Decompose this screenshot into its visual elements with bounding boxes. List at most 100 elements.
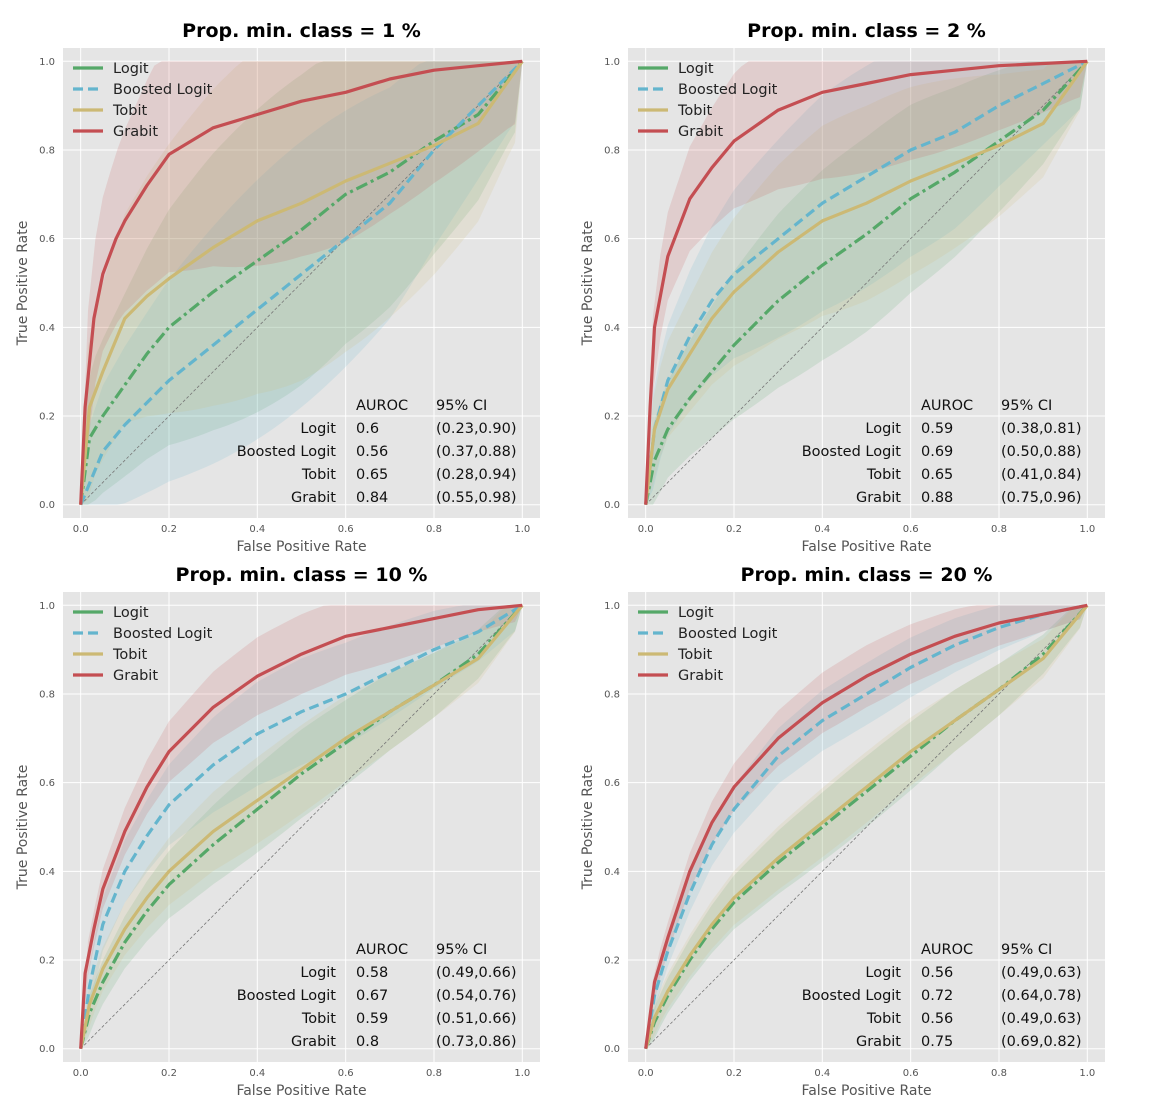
table-ci-value: (0.75,0.96) [1001, 490, 1082, 506]
ci-band-tobit [645, 605, 1088, 1049]
legend-label: Tobit [112, 647, 147, 663]
legend-label: Boosted Logit [678, 626, 778, 642]
x-tick-label: 0.8 [426, 524, 442, 535]
table-auroc-value: 0.84 [356, 490, 388, 506]
y-tick-label: 0.4 [604, 323, 620, 334]
y-tick-label: 0.6 [39, 234, 55, 245]
x-tick-label: 0.4 [814, 1068, 830, 1079]
y-tick-label: 0.8 [39, 689, 55, 700]
x-tick-label: 0.2 [161, 524, 177, 535]
x-tick-label: 0.8 [991, 1068, 1007, 1079]
table-auroc-value: 0.75 [921, 1034, 953, 1050]
y-tick-label: 1.0 [604, 601, 620, 612]
series-line-tobit [644, 60, 1089, 505]
series-line-boosted-logit [644, 603, 1088, 1049]
table-model-label: Tobit [301, 467, 336, 483]
table-model-label: Tobit [301, 1011, 336, 1027]
x-tick-label: 1.0 [1079, 1068, 1095, 1079]
series-line-tobit [79, 604, 524, 1050]
table-auroc-value: 0.65 [356, 467, 388, 483]
y-tick-label: 0.0 [39, 500, 55, 511]
table-header-auroc: AUROC [356, 398, 408, 414]
series-line-grabit [79, 59, 523, 505]
legend-label: Grabit [113, 124, 158, 140]
x-tick-label: 1.0 [514, 1068, 530, 1079]
x-tick-label: 0.6 [338, 524, 354, 535]
ci-band-boosted-logit [80, 605, 523, 1049]
y-tick-label: 0.2 [604, 956, 620, 967]
legend-label: Logit [113, 61, 149, 77]
y-tick-label: 1.0 [604, 57, 620, 68]
table-ci-value: (0.38,0.81) [1001, 421, 1082, 437]
x-tick-label: 0.8 [991, 524, 1007, 535]
y-tick-label: 0.2 [39, 956, 55, 967]
legend-label: Logit [678, 61, 714, 77]
y-axis-label: True Positive Rate [15, 765, 31, 891]
x-tick-label: 0.4 [249, 1068, 265, 1079]
table-header-ci: 95% CI [1001, 398, 1052, 414]
legend-label: Grabit [113, 668, 158, 684]
roc-panel-3: 0.0 0.0 0.2 0.2 0.4 0.4 0.6 0.6 0.8 0.8 1.0 1.0 Logi… [15, 564, 540, 1099]
y-tick-label: 0.8 [39, 145, 55, 156]
x-tick-label: 0.0 [73, 524, 89, 535]
table-header-ci: 95% CI [436, 942, 487, 958]
y-tick-label: 1.0 [39, 57, 55, 68]
table-ci-value: (0.37,0.88) [436, 444, 517, 460]
table-auroc-value: 0.59 [921, 421, 953, 437]
series-line-logit [644, 604, 1089, 1050]
x-tick-label: 0.0 [73, 1068, 89, 1079]
chart-title: Prop. min. class = 10 % [176, 564, 428, 586]
table-ci-value: (0.23,0.90) [436, 421, 517, 437]
ci-band-grabit [645, 605, 1088, 1049]
table-auroc-value: 0.65 [921, 467, 953, 483]
x-tick-label: 0.8 [426, 1068, 442, 1079]
table-auroc-value: 0.88 [921, 490, 953, 506]
table-ci-value: (0.41,0.84) [1001, 467, 1082, 483]
series-line-tobit [79, 60, 524, 505]
table-model-label: Boosted Logit [802, 988, 902, 1004]
table-auroc-value: 0.6 [356, 421, 379, 437]
series-line-logit [79, 60, 524, 505]
table-ci-value: (0.49,0.66) [436, 965, 517, 981]
x-axis-label: False Positive Rate [801, 539, 931, 555]
x-tick-label: 0.6 [338, 1068, 354, 1079]
table-ci-value: (0.49,0.63) [1001, 1011, 1082, 1027]
y-tick-label: 0.0 [39, 1044, 55, 1055]
y-tick-label: 0.4 [39, 323, 55, 334]
x-tick-label: 0.0 [638, 524, 654, 535]
x-tick-label: 0.2 [726, 524, 742, 535]
x-tick-label: 0.6 [903, 524, 919, 535]
y-axis-label: True Positive Rate [580, 221, 596, 347]
y-tick-label: 0.8 [604, 145, 620, 156]
y-tick-label: 1.0 [39, 601, 55, 612]
table-auroc-value: 0.56 [921, 1011, 953, 1027]
legend-label: Boosted Logit [678, 82, 778, 98]
table-model-label: Grabit [291, 490, 336, 506]
y-tick-label: 0.4 [604, 867, 620, 878]
table-header-ci: 95% CI [1001, 942, 1052, 958]
y-tick-label: 0.0 [604, 500, 620, 511]
table-auroc-value: 0.56 [921, 965, 953, 981]
series-line-boosted-logit [644, 59, 1089, 505]
table-header-auroc: AUROC [921, 942, 973, 958]
table-ci-value: (0.69,0.82) [1001, 1034, 1082, 1050]
x-tick-label: 0.2 [726, 1068, 742, 1079]
legend-label: Logit [113, 605, 149, 621]
table-header-auroc: AUROC [356, 942, 408, 958]
y-tick-label: 0.2 [604, 412, 620, 423]
x-axis-label: False Positive Rate [236, 539, 366, 555]
y-tick-label: 0.4 [39, 867, 55, 878]
y-tick-label: 0.6 [39, 778, 55, 789]
table-ci-value: (0.51,0.66) [436, 1011, 517, 1027]
table-model-label: Boosted Logit [802, 444, 902, 460]
table-header-ci: 95% CI [436, 398, 487, 414]
diagonal-reference-line [645, 61, 1088, 505]
x-tick-label: 1.0 [514, 524, 530, 535]
legend-label: Boosted Logit [113, 82, 213, 98]
x-tick-label: 0.4 [814, 524, 830, 535]
roc-panel-1: 0.0 0.0 0.2 0.2 0.4 0.4 0.6 0.6 0.8 0.8 1.0 1.0 Logi… [15, 20, 540, 555]
roc-panel-4: 0.0 0.0 0.2 0.2 0.4 0.4 0.6 0.6 0.8 0.8 1.0 1.0 Logi… [580, 564, 1105, 1099]
legend-label: Boosted Logit [113, 626, 213, 642]
legend-label: Tobit [112, 103, 147, 119]
table-auroc-value: 0.69 [921, 444, 953, 460]
